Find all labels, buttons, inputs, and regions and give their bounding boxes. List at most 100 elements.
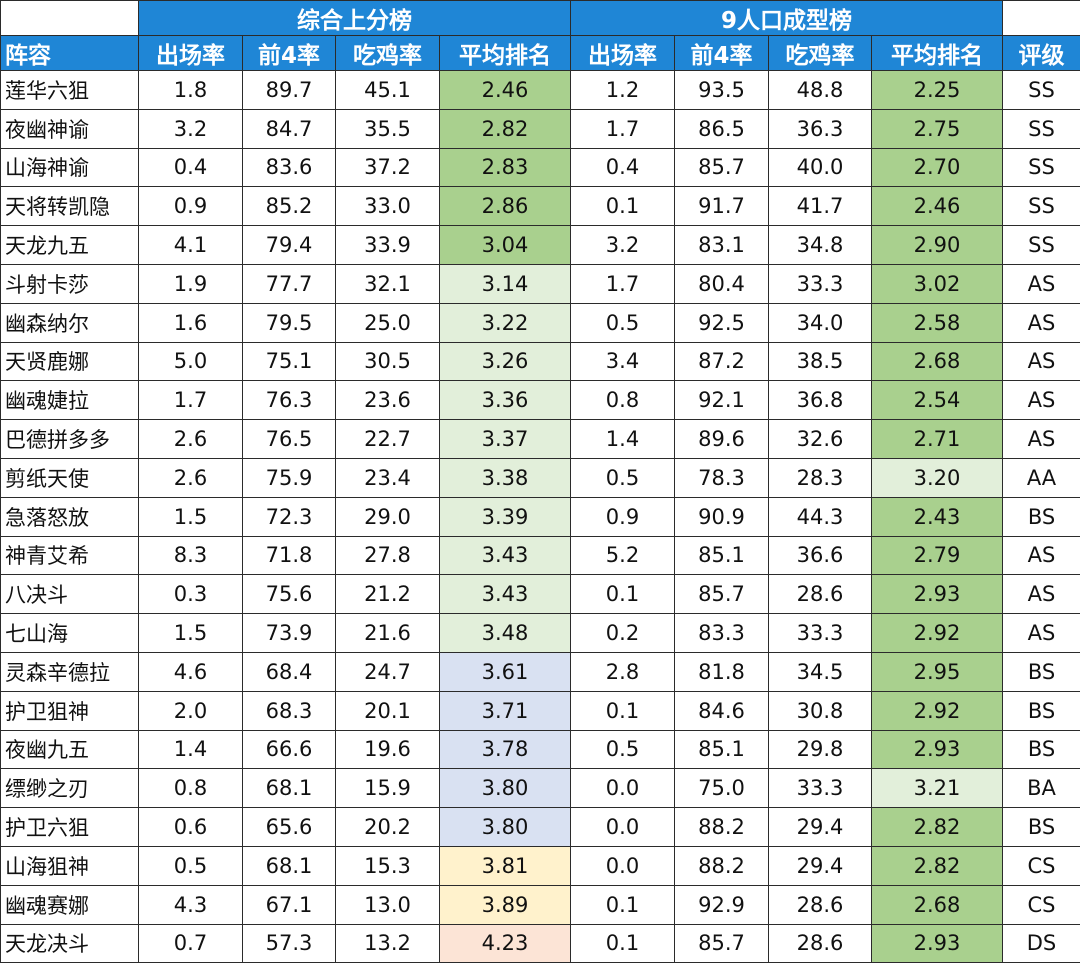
cell-lineup: 巴德拼多多 xyxy=(0,419,139,459)
cell-top4: 68.3 xyxy=(242,690,336,731)
cell-top4: 57.3 xyxy=(242,923,336,964)
cell-avg: 3.80 xyxy=(439,807,571,847)
cell-avg-nine: 2.75 xyxy=(870,108,1004,149)
cell-appear: 4.3 xyxy=(138,884,243,925)
table-row: 剪纸天使 2.6 75.9 23.4 3.38 0.5 78.3 28.3 3.20 AA xyxy=(0,457,1080,498)
cell-win: 22.7 xyxy=(335,419,440,459)
cell-lineup: 八决斗 xyxy=(0,574,139,615)
cell-appear: 1.6 xyxy=(138,302,243,343)
cell-win-nine: 34.5 xyxy=(768,651,872,692)
cell-win: 20.1 xyxy=(335,690,440,731)
cell-top4-nine: 92.5 xyxy=(674,302,769,343)
cell-win-nine: 30.8 xyxy=(768,690,872,731)
cell-appear: 4.6 xyxy=(138,651,243,692)
group-header-nine: 9人口成型榜 xyxy=(569,0,1004,36)
cell-top4: 66.6 xyxy=(242,729,336,770)
cell-appear-nine: 0.0 xyxy=(570,807,675,847)
cell-win: 13.0 xyxy=(335,884,440,925)
table-row: 山海狙神 0.5 68.1 15.3 3.81 0.0 88.2 29.4 2.82 CS xyxy=(0,845,1080,886)
cell-grade: SS xyxy=(1002,147,1080,188)
cell-avg: 3.38 xyxy=(439,457,571,498)
cell-lineup: 天龙决斗 xyxy=(0,923,139,964)
table-row: 幽魂赛娜 4.3 67.1 13.0 3.89 0.1 92.9 28.6 2.68 CS xyxy=(0,884,1080,925)
cell-top4: 68.1 xyxy=(242,845,336,886)
table-row: 天贤鹿娜 5.0 75.1 30.5 3.26 3.4 87.2 38.5 2.68 AS xyxy=(0,341,1080,382)
cell-win-nine: 48.8 xyxy=(768,70,872,110)
cell-lineup: 斗射卡莎 xyxy=(0,263,139,304)
cell-top4-nine: 84.6 xyxy=(674,690,769,731)
table-row: 夜幽九五 1.4 66.6 19.6 3.78 0.5 85.1 29.8 2.93 BS xyxy=(0,729,1080,770)
col-avg: 平均排名 xyxy=(439,35,571,71)
group-header-blank xyxy=(0,0,139,36)
cell-top4: 72.3 xyxy=(242,496,336,537)
table-row: 天将转凯隐 0.9 85.2 33.0 2.86 0.1 91.7 41.7 2.46 SS xyxy=(0,186,1080,227)
cell-lineup: 护卫狙神 xyxy=(0,690,139,731)
cell-avg-nine: 3.21 xyxy=(870,768,1004,809)
cell-grade: AS xyxy=(1002,302,1080,343)
cell-appear: 2.0 xyxy=(138,690,243,731)
cell-appear-nine: 0.1 xyxy=(570,186,675,227)
cell-top4: 75.9 xyxy=(242,457,336,498)
cell-win: 19.6 xyxy=(335,729,440,770)
cell-top4: 89.7 xyxy=(242,70,336,110)
cell-grade: AS xyxy=(1002,380,1080,421)
cell-avg: 2.46 xyxy=(439,70,571,110)
group-header-overall: 综合上分榜 xyxy=(138,0,571,36)
cell-win: 33.9 xyxy=(335,225,440,265)
cell-top4: 75.1 xyxy=(242,341,336,382)
table-row: 八决斗 0.3 75.6 21.2 3.43 0.1 85.7 28.6 2.93 AS xyxy=(0,574,1080,615)
cell-appear: 0.5 xyxy=(138,845,243,886)
cell-avg: 3.36 xyxy=(439,380,571,421)
cell-top4-nine: 83.1 xyxy=(674,225,769,265)
cell-win-nine: 29.8 xyxy=(768,729,872,770)
cell-avg-nine: 3.02 xyxy=(870,263,1004,304)
cell-win-nine: 29.4 xyxy=(768,845,872,886)
cell-appear-nine: 0.0 xyxy=(570,768,675,809)
cell-win-nine: 36.8 xyxy=(768,380,872,421)
cell-grade: SS xyxy=(1002,225,1080,265)
cell-top4: 85.2 xyxy=(242,186,336,227)
cell-top4: 68.4 xyxy=(242,651,336,692)
cell-appear-nine: 1.7 xyxy=(570,108,675,149)
cell-grade: BS xyxy=(1002,690,1080,731)
cell-appear: 0.7 xyxy=(138,923,243,964)
cell-top4-nine: 85.1 xyxy=(674,535,769,576)
cell-top4: 75.6 xyxy=(242,574,336,615)
cell-grade: SS xyxy=(1002,186,1080,227)
cell-lineup: 山海神谕 xyxy=(0,147,139,188)
cell-win: 23.4 xyxy=(335,457,440,498)
cell-appear: 0.3 xyxy=(138,574,243,615)
cell-avg-nine: 2.95 xyxy=(870,651,1004,692)
cell-grade: BS xyxy=(1002,651,1080,692)
cell-lineup: 幽森纳尔 xyxy=(0,302,139,343)
cell-appear: 8.3 xyxy=(138,535,243,576)
cell-top4: 73.9 xyxy=(242,613,336,653)
cell-win-nine: 33.3 xyxy=(768,613,872,653)
cell-top4: 68.1 xyxy=(242,768,336,809)
table-row: 急落怒放 1.5 72.3 29.0 3.39 0.9 90.9 44.3 2.43 BS xyxy=(0,496,1080,537)
table-row: 护卫六狙 0.6 65.6 20.2 3.80 0.0 88.2 29.4 2.82 BS xyxy=(0,807,1080,847)
table-row: 七山海 1.5 73.9 21.6 3.48 0.2 83.3 33.3 2.92 AS xyxy=(0,613,1080,653)
cell-appear-nine: 0.5 xyxy=(570,729,675,770)
cell-lineup: 缥缈之刃 xyxy=(0,768,139,809)
cell-win-nine: 40.0 xyxy=(768,147,872,188)
cell-win: 29.0 xyxy=(335,496,440,537)
cell-top4: 79.4 xyxy=(242,225,336,265)
cell-top4-nine: 87.2 xyxy=(674,341,769,382)
cell-win: 30.5 xyxy=(335,341,440,382)
cell-win: 35.5 xyxy=(335,108,440,149)
cell-top4-nine: 80.4 xyxy=(674,263,769,304)
cell-avg: 3.48 xyxy=(439,613,571,653)
cell-win: 33.0 xyxy=(335,186,440,227)
cell-lineup: 山海狙神 xyxy=(0,845,139,886)
cell-appear-nine: 0.1 xyxy=(570,574,675,615)
cell-lineup: 天贤鹿娜 xyxy=(0,341,139,382)
column-header-row: 阵容 出场率 前4率 吃鸡率 平均排名 出场率 前4率 吃鸡率 平均排名 评级 xyxy=(0,35,1080,71)
cell-grade: SS xyxy=(1002,70,1080,110)
cell-appear: 2.6 xyxy=(138,419,243,459)
cell-avg-nine: 2.93 xyxy=(870,923,1004,964)
cell-top4: 65.6 xyxy=(242,807,336,847)
col-top4: 前4率 xyxy=(242,35,336,71)
col-win: 吃鸡率 xyxy=(335,35,440,71)
cell-appear-nine: 0.2 xyxy=(570,613,675,653)
